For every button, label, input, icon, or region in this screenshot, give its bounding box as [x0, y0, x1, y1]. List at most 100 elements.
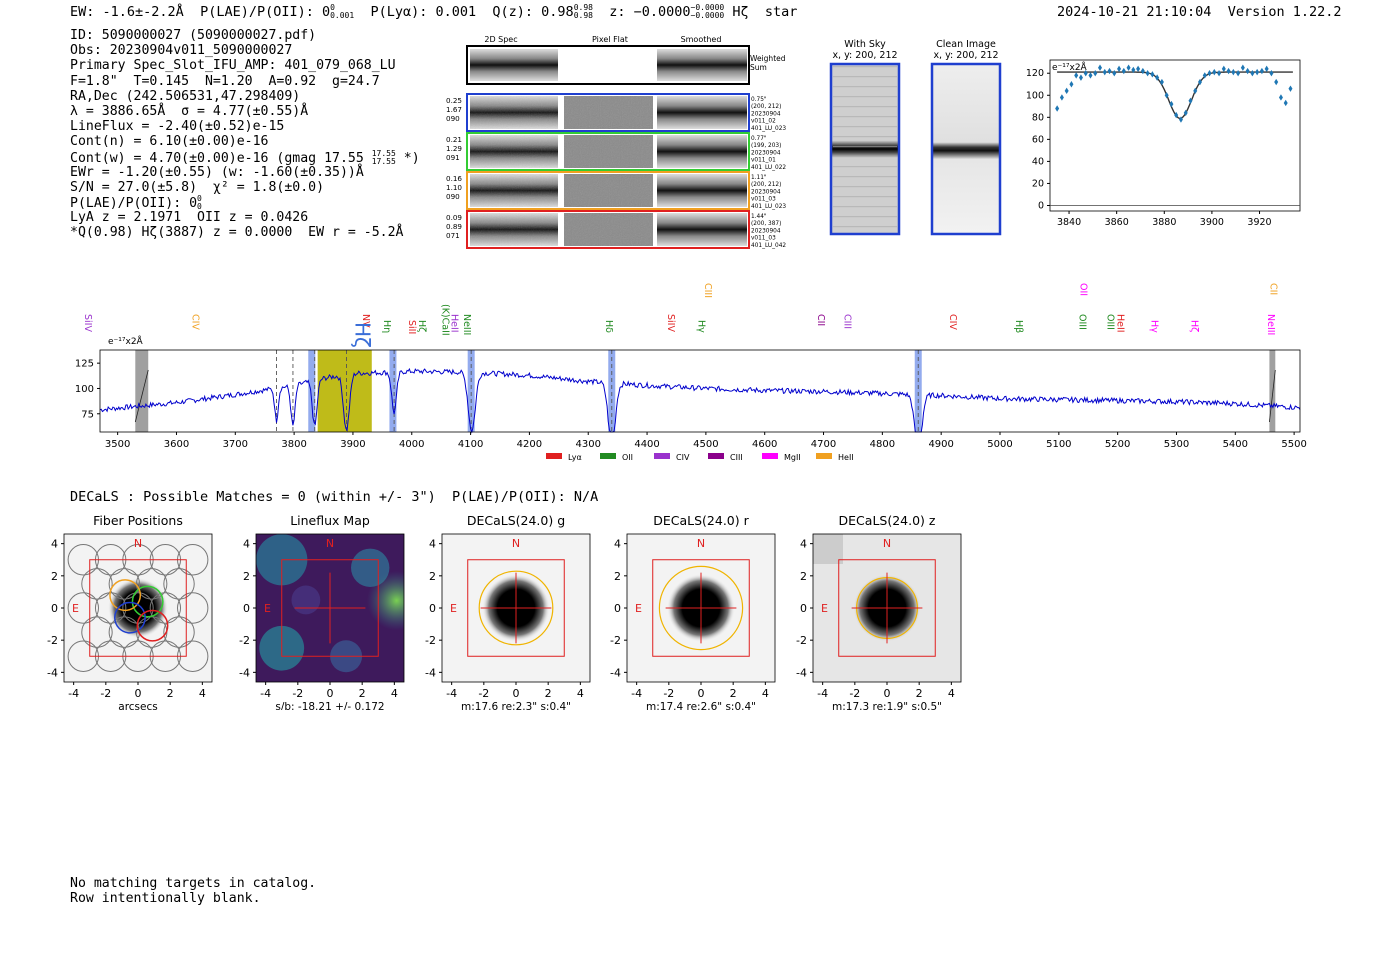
highlighted-fiber [136, 609, 169, 642]
cutout-stat: 0.25 [446, 96, 462, 105]
zoom-data-point [1212, 68, 1217, 76]
decals-panel-caption: m:17.6 re:2.3" s:0.4" [461, 701, 571, 710]
decals-xtick-label: -4 [631, 687, 642, 700]
decals-xtick-label: 0 [327, 687, 334, 700]
cutout-2d-noise [470, 174, 558, 207]
spectrum-ytick-label: 100 [75, 384, 94, 395]
zoom-data-point [1259, 67, 1264, 75]
cutout-stat: 0.09 [446, 213, 462, 222]
spectrum-line-label: Hζ [416, 320, 427, 332]
cutout-flat-noise [564, 213, 653, 246]
spectrum-line-label: Hζ [1188, 320, 1199, 332]
decals-matches-title: DECaLS : Possible Matches = 0 (within +/… [70, 489, 599, 505]
spectrum-line-label: SiIV [665, 314, 676, 332]
cutout-stat: 1.29 [446, 144, 462, 153]
decals-xtick-label: 0 [698, 687, 705, 700]
cutout-smoothed [657, 135, 747, 168]
with-sky-xy: x, y: 200, 212 [832, 50, 897, 61]
cutout-meta: (200, 387) [751, 221, 781, 227]
zoom-data-point [1164, 92, 1169, 99]
decals-ytick-label: 4 [800, 538, 807, 551]
spectrum-line-label: HeII [1114, 314, 1125, 333]
legend-swatch [708, 453, 724, 459]
cutout-stat: 1.10 [446, 183, 462, 192]
cutout-stat: 090 [446, 192, 460, 201]
decals-aperture-ellipse [478, 570, 554, 646]
decals-aperture-ellipse [658, 565, 744, 651]
zoom-ytick-label: 120 [1026, 68, 1044, 79]
decals-imaging-panels: Fiber Positions N E -4 -4 -2 -2 0 0 2 2 4 4 arcsecs Li… [47, 513, 962, 710]
header-ew: EW: -1.6±-2.2Å [70, 4, 184, 20]
decals-xtick-label: -2 [100, 687, 111, 700]
zoom-data-point [1288, 85, 1293, 92]
spectrum-line-band [389, 350, 397, 432]
spectrum-line-label: HeII [448, 314, 459, 333]
highlighted-fiber [114, 601, 146, 634]
cutout-2d-noise [470, 135, 558, 168]
zoom-data-point [1136, 65, 1141, 73]
decals-ytick-label: 2 [243, 570, 250, 583]
legend-label: CIV [676, 453, 690, 462]
zoom-plot-frame [1049, 59, 1301, 212]
compass-north: N [512, 537, 520, 550]
decals-xtick-label: 4 [948, 687, 955, 700]
zoom-data-point [1159, 78, 1164, 86]
fiber-circle [163, 616, 195, 648]
compass-north: N [134, 537, 142, 550]
zoom-data-point [1078, 74, 1083, 81]
cutout-meta: 401_LU_023 [751, 204, 786, 210]
weighted-smoothed-strip [657, 49, 747, 81]
info-ewr: EWr = -1.20(±0.55) (w: -1.60(±0.35))Å [70, 164, 364, 180]
zoom-line-fit-plot: 0 20 40 60 80 100 120 3840 3860 3880 3900 3920 e⁻¹⁷x… [1026, 59, 1301, 228]
spectrum-line-label: (K)CaII [440, 304, 451, 336]
info-primary: Primary Spec_Slot_IFU_AMP: 401_079_068_L… [70, 58, 396, 74]
weighted-label: Weighted [750, 54, 786, 63]
zoom-data-point [1126, 64, 1131, 71]
cutout-meta: (200, 212) [751, 104, 781, 110]
spectrum-xtick-label: 5100 [1046, 439, 1071, 450]
decals-ytick-label: 2 [800, 570, 807, 583]
spectrum-line-label: SiII [406, 320, 417, 334]
zoom-ytick-label: 40 [1032, 156, 1044, 167]
decals-ytick-label: 0 [429, 602, 436, 615]
header-plya: P(Lyα): 0.001 [370, 4, 477, 20]
cutout-meta: v011_01 [751, 158, 776, 164]
cutout-meta: (200, 212) [751, 182, 781, 188]
spectrum-xtick-label: 3700 [223, 439, 248, 450]
spectrum-xtick-label: 4100 [458, 439, 483, 450]
cutout-meta: v011_02 [751, 119, 776, 125]
footnote-line-1: No matching targets in catalog. [70, 876, 317, 891]
decals-xtick-label: -2 [292, 687, 303, 700]
legend-swatch [546, 453, 562, 459]
spectrum-xtick-label: 4400 [634, 439, 659, 450]
spectrum-line-label: SiIV [82, 314, 93, 332]
zoom-data-point [1264, 65, 1269, 73]
decals-ytick-label: 0 [800, 602, 807, 615]
legend-swatch [654, 453, 670, 459]
info-sn: S/N = 27.0(±5.8) χ² = 1.8(±0.0) [70, 179, 325, 195]
spectrum-trace [99, 367, 1301, 434]
timestamp: 2024-10-21 21:10:04 [1057, 4, 1212, 20]
spectrum-xtick-label: 3600 [164, 439, 189, 450]
decals-ytick-label: -2 [610, 634, 621, 647]
zoom-data-point [1155, 74, 1160, 81]
compass-east: E [72, 602, 79, 615]
zoom-data-point [1088, 72, 1093, 79]
highlighted-fiber [131, 585, 164, 618]
zoom-data-point [1236, 70, 1241, 77]
decals-ytick-label: 0 [51, 602, 58, 615]
decals-corner-source [813, 534, 843, 564]
zoom-data-point [1278, 94, 1283, 101]
spectrum-frame [99, 349, 1301, 433]
search-box [281, 559, 379, 657]
compass-east: E [450, 602, 457, 615]
info-q: *Q(0.98) Hζ(3887) z = 0.0000 EW r = -5.2… [70, 225, 404, 241]
info-lineflux: LineFlux = -2.40(±0.52)e-15 [70, 119, 285, 135]
decals-xtick-label: 0 [513, 687, 520, 700]
decals-xtick-label: 4 [391, 687, 398, 700]
info-obs: Obs: 20230904v011_5090000027 [70, 43, 293, 59]
compass-north: N [326, 537, 334, 550]
zoom-units-label: e⁻¹⁷x2Å [1052, 61, 1088, 73]
zoom-data-point [1283, 99, 1288, 107]
spectrum-line-label: OIII [1104, 314, 1115, 330]
